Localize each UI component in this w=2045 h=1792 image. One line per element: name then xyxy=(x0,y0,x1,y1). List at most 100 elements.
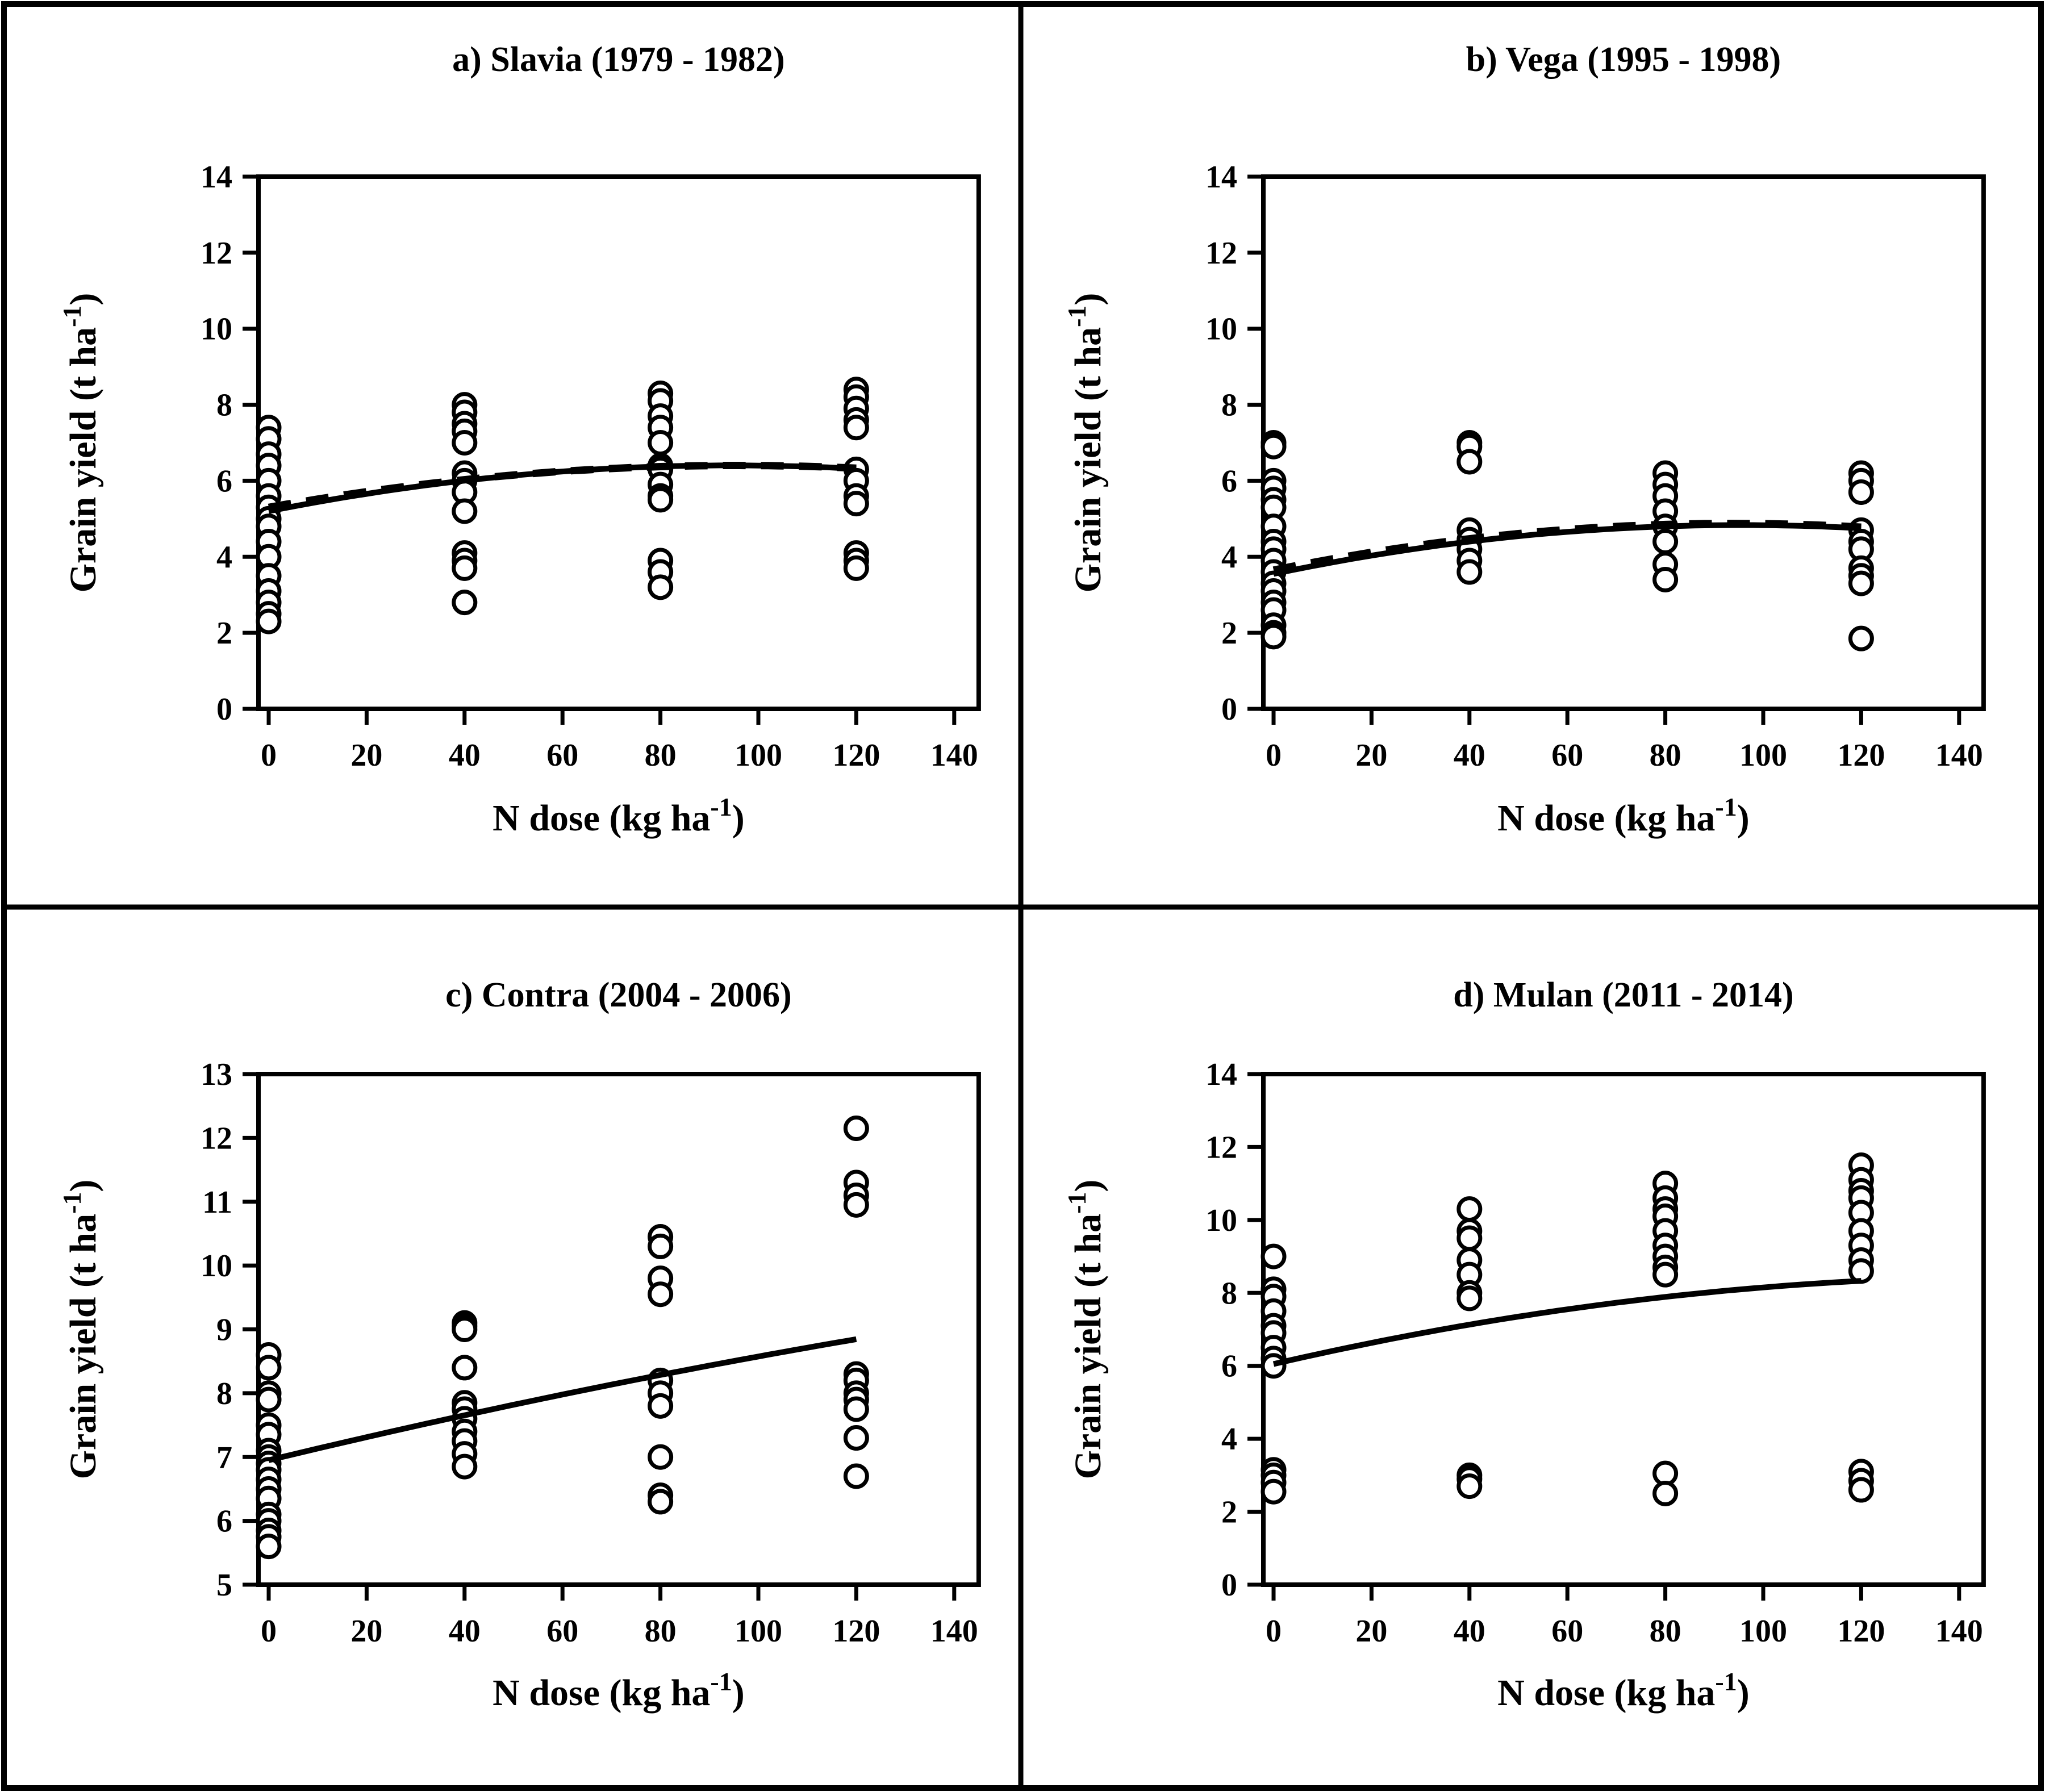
data-point-d xyxy=(1652,1261,1679,1288)
x-tick-label-d: 80 xyxy=(1650,1614,1681,1649)
y-tick-label-a: 14 xyxy=(201,160,232,195)
y-tick-label-a: 4 xyxy=(216,540,232,575)
data-point-a xyxy=(843,555,869,581)
y-axis-label-b: Grain yield (t ha-1) xyxy=(1062,293,1109,593)
y-tick-label-a: 6 xyxy=(216,463,232,499)
x-tick-label-d: 140 xyxy=(1935,1614,1983,1649)
y-tick-label-b: 2 xyxy=(1221,616,1237,651)
x-tick-label-b: 0 xyxy=(1266,738,1282,773)
y-tick-label-b: 14 xyxy=(1205,160,1237,195)
data-point-a xyxy=(843,415,869,441)
y-tick-label-d: 12 xyxy=(1205,1130,1237,1165)
y-tick-label-c: 7 xyxy=(216,1440,232,1475)
solid-fit-curve-a xyxy=(268,462,857,514)
data-point-c xyxy=(843,1463,869,1489)
y-tick-label-b: 8 xyxy=(1221,388,1237,423)
data-point-d xyxy=(1261,1478,1287,1505)
y-axis-label-a: Grain yield (t ha-1) xyxy=(57,293,104,593)
y-tick-label-d: 6 xyxy=(1221,1349,1237,1384)
data-point-c xyxy=(256,1386,282,1413)
x-tick-label-c: 100 xyxy=(734,1614,782,1649)
y-tick-label-c: 5 xyxy=(216,1568,232,1603)
x-tick-label-a: 100 xyxy=(734,738,782,773)
x-tick-label-d: 120 xyxy=(1837,1614,1885,1649)
panel-title-b: b) Vega (1995 - 1998) xyxy=(1466,40,1781,79)
data-point-a xyxy=(452,590,478,616)
data-point-c xyxy=(256,1355,282,1381)
data-point-c xyxy=(648,1233,674,1259)
x-axis-label-d: N dose (kg ha-1) xyxy=(1497,1667,1750,1714)
y-tick-label-c: 9 xyxy=(216,1313,232,1348)
y-tick-label-c: 6 xyxy=(216,1504,232,1539)
y-axis-label-d: Grain yield (t ha-1) xyxy=(1062,1180,1109,1480)
y-tick-label-b: 12 xyxy=(1205,236,1237,271)
y-tick-label-a: 2 xyxy=(216,616,232,651)
data-point-c xyxy=(256,1534,282,1560)
x-tick-label-a: 140 xyxy=(930,738,978,773)
data-point-b xyxy=(1848,479,1874,506)
x-tick-label-d: 0 xyxy=(1266,1614,1282,1649)
data-point-c xyxy=(843,1396,869,1422)
data-point-a xyxy=(648,574,674,600)
x-tick-label-d: 20 xyxy=(1355,1614,1387,1649)
data-point-d xyxy=(1456,1225,1483,1251)
x-tick-label-b: 100 xyxy=(1739,738,1787,773)
data-point-c xyxy=(648,1444,674,1470)
data-point-a xyxy=(843,491,869,517)
data-point-b xyxy=(1261,624,1287,650)
x-tick-label-c: 40 xyxy=(449,1614,481,1649)
data-point-a xyxy=(452,498,478,524)
data-point-c xyxy=(452,1453,478,1480)
y-tick-label-d: 0 xyxy=(1221,1568,1237,1603)
data-point-d xyxy=(1652,1480,1679,1506)
x-tick-label-a: 20 xyxy=(350,738,382,773)
x-tick-label-b: 20 xyxy=(1355,738,1387,773)
data-point-d xyxy=(1456,1285,1483,1311)
x-tick-label-b: 40 xyxy=(1454,738,1485,773)
data-point-c xyxy=(648,1489,674,1515)
x-tick-label-a: 120 xyxy=(832,738,880,773)
y-tick-label-d: 2 xyxy=(1221,1495,1237,1530)
data-point-c xyxy=(843,1116,869,1142)
y-tick-label-c: 12 xyxy=(201,1121,232,1156)
y-tick-label-a: 12 xyxy=(201,236,232,271)
y-tick-label-a: 8 xyxy=(216,388,232,423)
panel-title-a: a) Slavia (1979 - 1982) xyxy=(452,40,785,79)
x-tick-label-a: 0 xyxy=(261,738,277,773)
y-tick-label-b: 4 xyxy=(1221,540,1237,575)
y-tick-label-d: 14 xyxy=(1205,1057,1237,1092)
y-tick-label-d: 10 xyxy=(1205,1203,1237,1238)
y-tick-label-a: 0 xyxy=(216,692,232,727)
x-tick-label-c: 120 xyxy=(832,1614,880,1649)
solid-fit-curve-c xyxy=(268,1336,857,1463)
y-tick-label-c: 10 xyxy=(201,1248,232,1284)
data-point-a xyxy=(648,430,674,456)
data-point-c xyxy=(843,1192,869,1218)
data-point-d xyxy=(1848,1477,1874,1503)
data-point-c xyxy=(452,1317,478,1342)
y-tick-label-c: 8 xyxy=(216,1376,232,1411)
data-point-c xyxy=(648,1281,674,1308)
x-tick-label-c: 60 xyxy=(546,1614,578,1649)
data-point-a xyxy=(452,555,478,581)
x-tick-label-a: 80 xyxy=(645,738,677,773)
panel-c: c) Contra (2004 - 2006) 5 6 7 8 9 10 11 12 13 0 20 4… xyxy=(57,976,981,1714)
data-point-c xyxy=(452,1355,478,1381)
panel-title-c: c) Contra (2004 - 2006) xyxy=(445,976,792,1014)
y-tick-label-d: 4 xyxy=(1221,1422,1237,1457)
data-point-b xyxy=(1848,625,1874,651)
x-tick-label-b: 120 xyxy=(1837,738,1885,773)
x-tick-label-d: 60 xyxy=(1551,1614,1583,1649)
data-point-b xyxy=(1652,566,1679,592)
y-tick-label-b: 0 xyxy=(1221,692,1237,727)
data-point-a xyxy=(256,608,282,634)
y-tick-label-b: 10 xyxy=(1205,312,1237,347)
x-tick-label-a: 60 xyxy=(546,738,578,773)
data-point-d xyxy=(1456,1196,1483,1222)
data-point-d xyxy=(1261,1353,1287,1379)
